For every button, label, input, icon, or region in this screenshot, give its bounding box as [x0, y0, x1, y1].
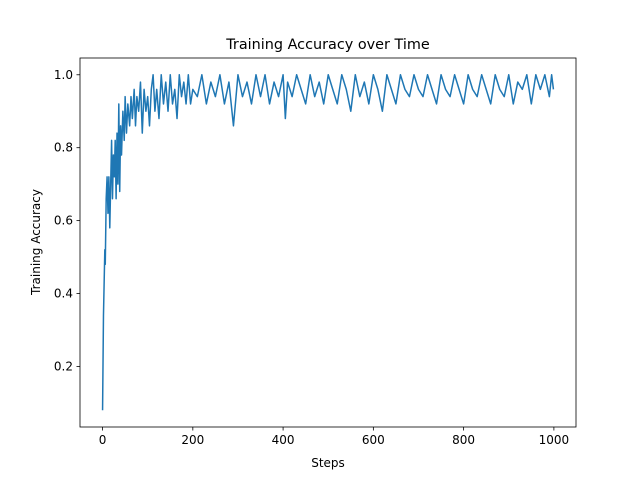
x-tick-label: 600	[362, 433, 385, 447]
y-tick-label: 1.0	[54, 68, 73, 82]
y-tick-label: 0.8	[54, 141, 73, 155]
chart-title: Training Accuracy over Time	[225, 37, 430, 53]
x-tick-label: 0	[99, 433, 107, 447]
x-tick-label: 200	[181, 433, 204, 447]
x-axis-label: Steps	[311, 456, 345, 470]
y-tick-label: 0.6	[54, 214, 73, 228]
y-tick-label: 0.4	[54, 287, 73, 301]
x-tick-label: 1000	[539, 433, 570, 447]
x-tick-label: 400	[272, 433, 295, 447]
line	[101, 74, 555, 411]
plot-frame	[79, 57, 577, 428]
y-axis-label: Training Accuracy	[29, 189, 43, 296]
y-tick-label: 0.2	[54, 359, 73, 373]
x-tick-label: 800	[452, 433, 475, 447]
